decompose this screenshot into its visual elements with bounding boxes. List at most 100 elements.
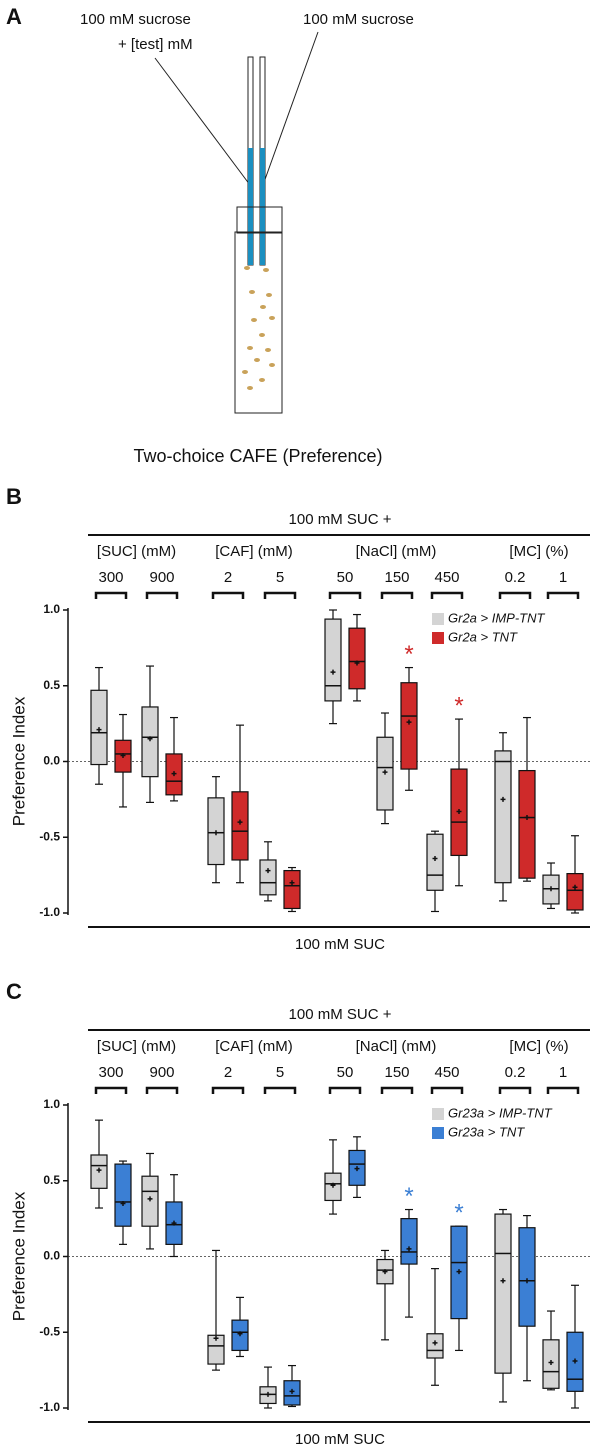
category-label: 0.2 [505,569,526,586]
group-label: [SUC] (mM) [97,543,176,560]
y-tick-label: 0.5 [43,1173,60,1187]
mean [432,855,438,861]
mean [289,1388,295,1394]
box-group [518,1214,536,1382]
group-label: [NaCl] (mM) [356,543,437,560]
box-group [348,1136,366,1199]
mean [237,1331,243,1337]
category-label: 5 [276,1064,284,1081]
box-group [231,1296,249,1358]
box [426,833,444,891]
box-group [566,835,584,914]
group-label: [MC] (%) [509,1038,568,1055]
mean [289,880,295,886]
category-label: 300 [98,569,123,586]
box [207,1334,225,1365]
mean [382,769,388,775]
y-tick-label: 1.0 [43,1097,60,1111]
bracket [263,1086,297,1094]
panel-label: B [6,484,22,509]
bracket [94,1086,128,1094]
y-tick-label: 0.5 [43,678,60,692]
box [324,618,342,702]
y-tick-label: -1.0 [39,1400,60,1414]
group-label: [SUC] (mM) [97,1038,176,1055]
cafe-diagram [154,31,319,414]
category-label: 300 [98,1064,123,1081]
footer: 100 mM SUC [295,1431,385,1448]
category-label: 2 [224,1064,232,1081]
mean [524,815,530,821]
bracket [498,591,532,599]
category-label: 0.2 [505,1064,526,1081]
mean [96,1167,102,1173]
mean [147,1196,153,1202]
y-tick-label: 1.0 [43,602,60,616]
box-group [324,1139,342,1215]
mean [265,868,271,874]
mean [171,1220,177,1226]
header: 100 mM SUC + [289,1006,392,1023]
mean [382,1269,388,1275]
mean [572,884,578,890]
panel-label: A [6,4,22,29]
box-group [259,1366,277,1409]
bracket [546,1086,580,1094]
box-group [283,866,301,913]
box-group [450,1225,468,1352]
legend-label: Gr23a > TNT [448,1124,525,1139]
box-group [231,724,249,884]
y-tick-label: -0.5 [39,829,60,843]
mean [237,819,243,825]
legend-label: Gr2a > TNT [448,629,518,644]
panel-label: C [6,979,22,1004]
y-tick-label: 0.0 [43,754,60,768]
tube-label: 100 mM sucrose [303,11,414,28]
mean [147,736,153,742]
box [494,750,512,884]
mean [330,1182,336,1188]
box-group [566,1284,584,1409]
mean [456,1269,462,1275]
category-label: 5 [276,569,284,586]
category-label: 150 [384,1064,409,1081]
tube-label: 100 mM sucrose [80,11,191,28]
significance: * [404,1183,413,1210]
mean [96,727,102,733]
bracket [328,591,362,599]
legend-label: Gr23a > IMP-TNT [448,1105,553,1120]
bracket [263,591,297,599]
group-label: [CAF] (mM) [215,1038,292,1055]
legend-swatch [432,613,444,625]
y-tick-label: -1.0 [39,905,60,919]
mean [330,669,336,675]
bracket [328,1086,362,1094]
mean [432,1340,438,1346]
group-label: [CAF] (mM) [215,543,292,560]
box-group [90,1119,108,1209]
box-group [165,716,183,802]
mean [548,1360,554,1366]
box-group [324,609,342,725]
bracket [380,1086,414,1094]
box-group [450,718,468,887]
significance: * [454,1200,463,1227]
category-label: 50 [337,1064,354,1081]
box-group [426,1268,444,1386]
box-group [283,1364,301,1408]
box-group [542,862,560,910]
y-axis-label: Preference Index [9,1191,28,1321]
box-group [518,716,536,882]
bracket [380,591,414,599]
box [400,1218,418,1265]
bracket [211,1086,245,1094]
box [566,873,584,911]
box-group [114,1160,132,1245]
box-group [494,732,512,902]
category-label: 2 [224,569,232,586]
box [259,859,277,896]
mean [572,1358,578,1364]
flies [242,266,275,390]
mean [354,1166,360,1172]
